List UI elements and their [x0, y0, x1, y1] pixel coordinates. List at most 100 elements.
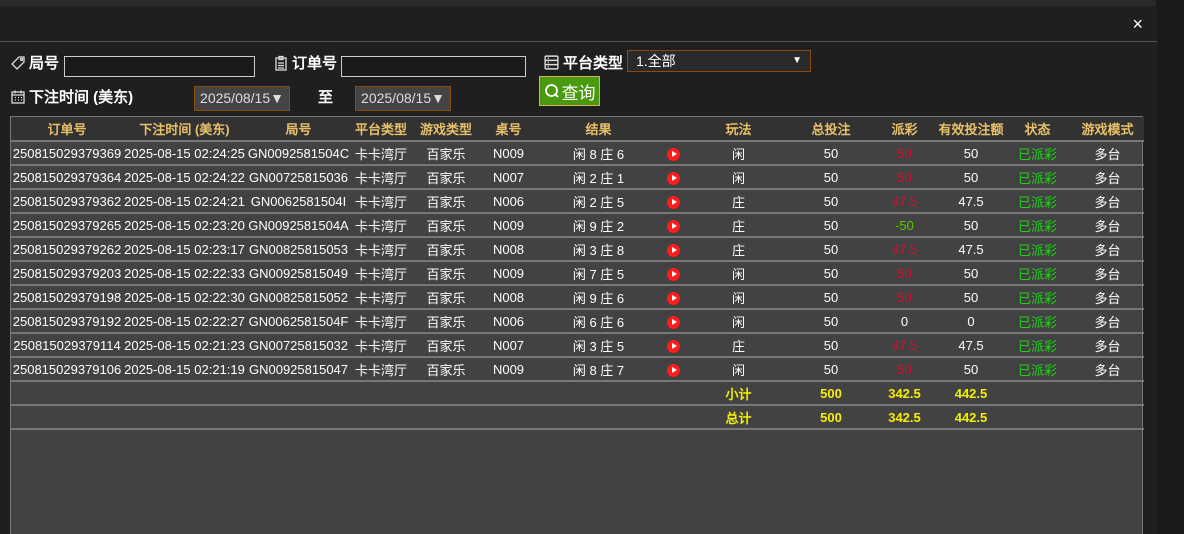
- background-game: [0, 0, 1184, 6]
- cell-replay[interactable]: [661, 309, 686, 334]
- subtotal-row: 小计 500 342.5 442.5: [11, 381, 1144, 406]
- background-game-strip: [1156, 0, 1184, 534]
- cell-replay[interactable]: [661, 333, 686, 358]
- empty-cell: [536, 381, 661, 406]
- cell-game-type: 百家乐: [411, 309, 481, 334]
- empty-cell: [661, 381, 686, 406]
- cell-total-bet: 50: [791, 237, 871, 262]
- cell-game-mode: 多台: [1071, 309, 1144, 334]
- cell-order-no: 250815029379203: [11, 261, 123, 286]
- total-row: 总计 500 342.5 442.5: [11, 405, 1144, 430]
- cell-bet-type: 闲: [686, 261, 791, 286]
- cell-round-no: GN00925815049: [246, 261, 351, 286]
- subtotal-valid: 442.5: [938, 381, 1004, 406]
- play-replay-icon[interactable]: [667, 147, 680, 161]
- cell-round-no: GN0062581504I: [246, 189, 351, 214]
- total-valid: 442.5: [938, 405, 1004, 430]
- play-replay-icon[interactable]: [667, 315, 680, 329]
- cell-result: 闲 6 庄 6: [536, 309, 661, 334]
- cell-round-no: GN0092581504C: [246, 141, 351, 166]
- cell-platform: 卡卡湾厅: [351, 141, 411, 166]
- cell-replay[interactable]: [661, 189, 686, 214]
- cell-valid-bet: 47.5: [938, 189, 1004, 214]
- platform-label: 平台类型: [543, 52, 623, 73]
- table-row: 250815029379265 2025-08-15 02:23:20 GN0092…: [11, 213, 1144, 238]
- cell-table-no: N006: [481, 309, 536, 334]
- cell-platform: 卡卡湾厅: [351, 309, 411, 334]
- caret-down-icon: ▼: [792, 55, 802, 66]
- table-row: 250815029379369 2025-08-15 02:24:25 GN0092…: [11, 141, 1144, 166]
- date-to-picker[interactable]: 2025/08/15▼: [355, 86, 451, 111]
- cell-status: 已派彩: [1004, 333, 1071, 358]
- cell-game-mode: 多台: [1071, 213, 1144, 238]
- cell-platform: 卡卡湾厅: [351, 261, 411, 286]
- play-replay-icon[interactable]: [667, 291, 680, 305]
- play-replay-icon[interactable]: [667, 339, 680, 353]
- cell-replay[interactable]: [661, 357, 686, 382]
- to-label: 至: [318, 89, 334, 106]
- cell-status: 已派彩: [1004, 165, 1071, 190]
- close-button[interactable]: ×: [1132, 14, 1143, 34]
- cell-replay[interactable]: [661, 213, 686, 238]
- header-payout: 派彩: [871, 117, 938, 142]
- cell-table-no: N008: [481, 285, 536, 310]
- cell-valid-bet: 50: [938, 165, 1004, 190]
- order-input[interactable]: [341, 56, 526, 77]
- cell-result: 闲 8 庄 6: [536, 141, 661, 166]
- round-input[interactable]: [64, 56, 255, 77]
- empty-cell: [351, 405, 411, 430]
- cell-valid-bet: 50: [938, 261, 1004, 286]
- cell-bet-time: 2025-08-15 02:23:20: [123, 213, 246, 238]
- play-replay-icon[interactable]: [667, 171, 680, 185]
- cell-payout: -50: [871, 213, 938, 238]
- header-valid-bet: 有效投注额: [938, 117, 1004, 142]
- header-round-no: 局号: [246, 117, 351, 142]
- empty-cell: [11, 381, 123, 406]
- cell-table-no: N009: [481, 261, 536, 286]
- platform-select[interactable]: 1.全部 ▼: [627, 50, 811, 72]
- search-icon: [544, 84, 559, 98]
- cell-platform: 卡卡湾厅: [351, 357, 411, 382]
- cell-result: 闲 3 庄 5: [536, 333, 661, 358]
- table-row: 250815029379203 2025-08-15 02:22:33 GN0092…: [11, 261, 1144, 286]
- cell-result: 闲 2 庄 5: [536, 189, 661, 214]
- total-label: 总计: [686, 405, 791, 430]
- cell-total-bet: 50: [791, 357, 871, 382]
- play-replay-icon[interactable]: [667, 219, 680, 233]
- cell-replay[interactable]: [661, 261, 686, 286]
- cell-game-type: 百家乐: [411, 357, 481, 382]
- play-replay-icon[interactable]: [667, 243, 680, 257]
- cell-bet-type: 庄: [686, 237, 791, 262]
- cell-game-mode: 多台: [1071, 237, 1144, 262]
- play-replay-icon[interactable]: [667, 195, 680, 209]
- table-row: 250815029379192 2025-08-15 02:22:27 GN0062…: [11, 309, 1144, 334]
- header-game-type: 游戏类型: [411, 117, 481, 142]
- cell-table-no: N008: [481, 237, 536, 262]
- cell-table-no: N009: [481, 357, 536, 382]
- cell-valid-bet: 50: [938, 285, 1004, 310]
- cell-valid-bet: 50: [938, 357, 1004, 382]
- play-replay-icon[interactable]: [667, 363, 680, 377]
- cell-total-bet: 50: [791, 213, 871, 238]
- cell-table-no: N007: [481, 333, 536, 358]
- header-total-bet: 总投注: [791, 117, 871, 142]
- cell-bet-time: 2025-08-15 02:22:30: [123, 285, 246, 310]
- table-row: 250815029379198 2025-08-15 02:22:30 GN0082…: [11, 285, 1144, 310]
- cell-game-mode: 多台: [1071, 165, 1144, 190]
- cell-replay[interactable]: [661, 285, 686, 310]
- empty-cell: [1071, 381, 1144, 406]
- header-bet-time: 下注时间 (美东): [123, 117, 246, 142]
- subtotal-label: 小计: [686, 381, 791, 406]
- date-from-picker[interactable]: 2025/08/15▼: [194, 86, 290, 111]
- empty-cell: [481, 405, 536, 430]
- query-button[interactable]: 查询: [539, 76, 600, 106]
- cell-replay[interactable]: [661, 141, 686, 166]
- cell-valid-bet: 47.5: [938, 333, 1004, 358]
- cell-replay[interactable]: [661, 237, 686, 262]
- cell-replay[interactable]: [661, 165, 686, 190]
- empty-cell: [123, 405, 246, 430]
- cell-order-no: 250815029379262: [11, 237, 123, 262]
- play-replay-icon[interactable]: [667, 267, 680, 281]
- cell-game-mode: 多台: [1071, 189, 1144, 214]
- cell-game-mode: 多台: [1071, 141, 1144, 166]
